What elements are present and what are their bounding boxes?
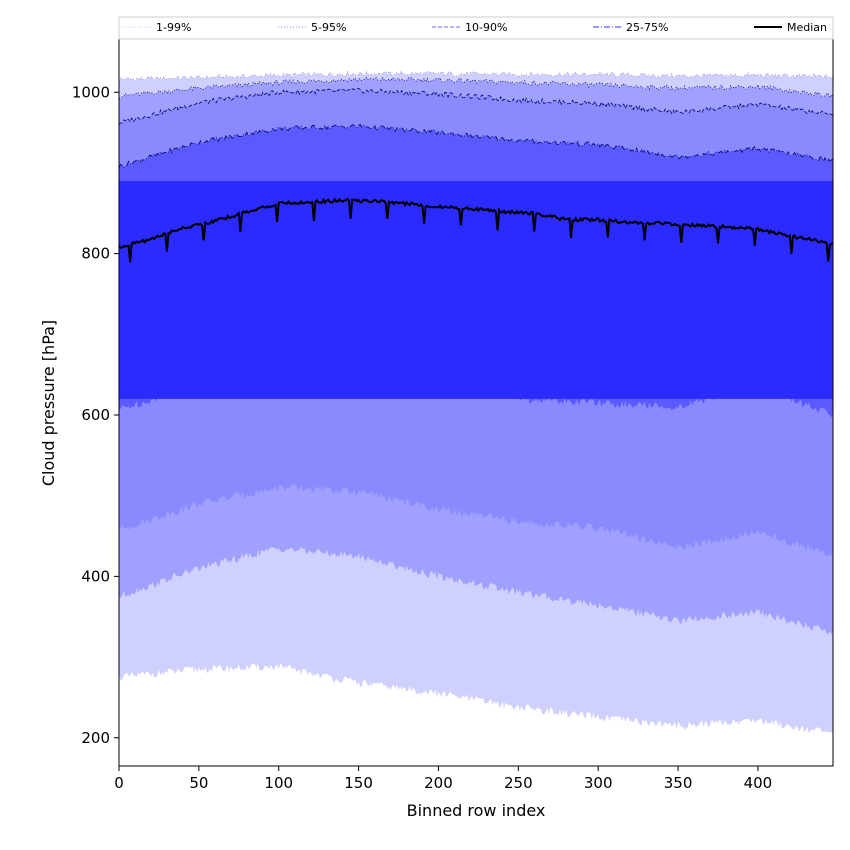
legend-label-1-99%: 1-99% (156, 21, 191, 34)
band-edge-5-95% (118, 76, 834, 100)
legend-box (118, 16, 834, 40)
x-tick-label-150: 150 (344, 774, 373, 792)
y-tick-label-200: 200 (81, 729, 110, 747)
band-edge-25-75% (118, 123, 834, 169)
x-tick-label-350: 350 (664, 774, 693, 792)
y-axis-ticks: 200 400 600 800 1000 (72, 83, 119, 747)
x-tick-label-400: 400 (744, 774, 773, 792)
median-layer (118, 197, 834, 263)
x-tick-label-300: 300 (584, 774, 613, 792)
x-tick-label-200: 200 (424, 774, 453, 792)
y-axis-label: Cloud pressure [hPa] (39, 320, 58, 486)
legend-label-25-75%: 25-75% (626, 21, 668, 34)
median-line (118, 197, 834, 263)
band-median-area (119, 181, 833, 399)
x-axis-ticks: 0 50 100 150 200 250 300 350 400 (114, 766, 772, 792)
x-axis-label: Binned row index (407, 801, 546, 820)
plot-area (118, 70, 834, 735)
x-tick-label-100: 100 (264, 774, 293, 792)
y-tick-label-400: 400 (81, 567, 110, 585)
legend: 1-99% 5-95% 10-90% 25-75% Median (118, 16, 834, 40)
legend-label-10-90%: 10-90% (465, 21, 507, 34)
band-edge-1-99% (118, 70, 834, 83)
y-tick-label-1000: 1000 (72, 83, 110, 101)
x-tick-label-50: 50 (189, 774, 208, 792)
y-tick-label-800: 800 (81, 245, 110, 263)
legend-label-Median: Median (787, 21, 827, 34)
y-tick-label-600: 600 (81, 406, 110, 424)
legend-label-5-95%: 5-95% (311, 21, 346, 34)
band-edge-10-90% (118, 87, 834, 125)
x-tick-label-250: 250 (504, 774, 533, 792)
x-tick-label-0: 0 (114, 774, 124, 792)
